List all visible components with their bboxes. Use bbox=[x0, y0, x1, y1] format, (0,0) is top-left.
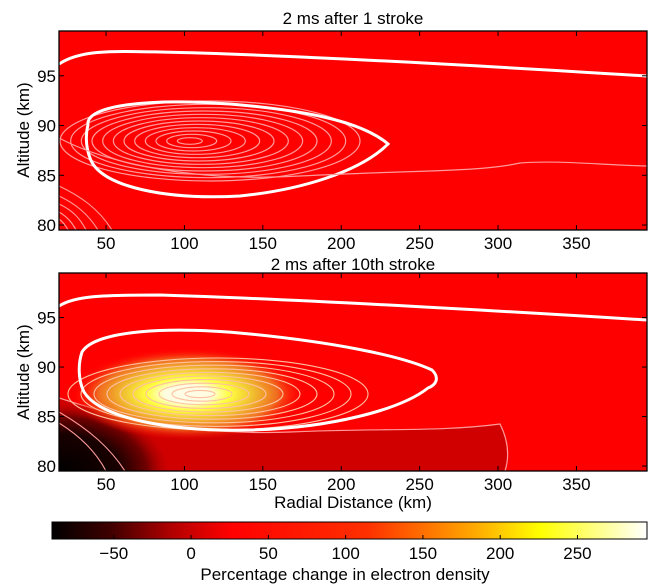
panel-1-corner-contours bbox=[59, 185, 113, 230]
panel-1-frame bbox=[58, 30, 648, 231]
contour-ring bbox=[80, 107, 332, 175]
contour-ring bbox=[184, 389, 216, 399]
x-tick-label: 350 bbox=[562, 475, 590, 494]
y-tick-label: 85 bbox=[37, 408, 56, 427]
contour-ring bbox=[132, 375, 284, 413]
panel-2-upper-thick-contour bbox=[59, 293, 647, 322]
y-tick-label: 80 bbox=[37, 216, 56, 235]
x-tick-label: 300 bbox=[484, 234, 512, 253]
contour-ring bbox=[119, 371, 301, 417]
panel-1-title: 2 ms after 1 stroke bbox=[283, 9, 424, 28]
y-tick-label: 80 bbox=[37, 457, 56, 476]
contour-ring bbox=[171, 386, 233, 402]
colorbar-tick-label: −50 bbox=[99, 544, 128, 563]
panel-1-y-axis-label: Altitude (km) bbox=[14, 82, 33, 177]
x-tick-label: 300 bbox=[484, 475, 512, 494]
contour-ring bbox=[166, 133, 218, 149]
contour-ring bbox=[176, 137, 203, 145]
x-tick-label: 150 bbox=[249, 234, 277, 253]
panel-1-lower-thin-contour bbox=[59, 137, 647, 178]
colorbar: −50 0 50 100 150 200 250 Percentage change in … bbox=[51, 521, 648, 584]
panel-1-upper-thick-contour bbox=[59, 49, 647, 78]
x-tick-label: 200 bbox=[327, 234, 355, 253]
colorbar-tick-label: 50 bbox=[259, 544, 278, 563]
x-tick-label: 100 bbox=[170, 475, 198, 494]
contour-ring bbox=[155, 130, 232, 152]
panel-1-thick-closed-contour bbox=[84, 100, 391, 199]
x-tick-label: 150 bbox=[249, 475, 277, 494]
colorbar-tick-label: 0 bbox=[186, 544, 195, 563]
colorbar-tick-label: 250 bbox=[563, 544, 591, 563]
panel-1-x-axis: 50 100 150 200 250 300 350 bbox=[97, 31, 591, 253]
contour-ring bbox=[158, 382, 250, 406]
panel-1-contour-rings bbox=[59, 100, 361, 182]
panel-2: 2 ms after 10th stroke 50 100 150 200 250 300… bbox=[14, 255, 648, 512]
panel-2-y-axis: 80 85 90 95 bbox=[37, 309, 647, 476]
contour-ring bbox=[134, 123, 261, 159]
x-tick-label: 50 bbox=[97, 234, 116, 253]
panel-2-title: 2 ms after 10th stroke bbox=[271, 255, 435, 274]
x-tick-label: 250 bbox=[405, 475, 433, 494]
contour-ring bbox=[145, 379, 267, 409]
contour-ring bbox=[123, 120, 275, 162]
contour-ring bbox=[80, 361, 352, 427]
contour-ring bbox=[112, 117, 289, 165]
x-tick-label: 50 bbox=[97, 475, 116, 494]
panel-2-x-axis: 50 100 150 200 250 300 350 bbox=[97, 273, 591, 494]
y-tick-label: 90 bbox=[37, 358, 56, 377]
panel-2-y-axis-label: Altitude (km) bbox=[14, 324, 33, 419]
contour-ring bbox=[70, 103, 347, 179]
colorbar-tick-label: 200 bbox=[486, 544, 514, 563]
contour-ring bbox=[102, 113, 304, 169]
panel-2-corner-contours bbox=[59, 411, 126, 471]
panel-1-heatmap-background bbox=[59, 31, 647, 230]
contour-ring bbox=[59, 100, 361, 182]
panel-2-frame bbox=[58, 272, 648, 472]
panel-2-thick-closed-contour bbox=[77, 328, 438, 432]
colorbar-label: Percentage change in electron density bbox=[200, 565, 490, 584]
x-tick-label: 200 bbox=[327, 475, 355, 494]
contour-ring bbox=[91, 110, 318, 172]
x-tick-label: 350 bbox=[562, 234, 590, 253]
contour-ring bbox=[106, 368, 318, 420]
panel-2-x-axis-label: Radial Distance (km) bbox=[274, 493, 432, 512]
y-tick-label: 95 bbox=[37, 67, 56, 86]
panel-1: 2 ms after 1 stroke 50 100 150 200 250 300 350… bbox=[14, 9, 648, 253]
colorbar-ticks: −50 0 50 100 150 200 250 bbox=[99, 535, 592, 563]
y-tick-label: 90 bbox=[37, 117, 56, 136]
colorbar-tick-label: 150 bbox=[409, 544, 437, 563]
x-tick-label: 100 bbox=[170, 234, 198, 253]
colorbar-tick-label: 100 bbox=[331, 544, 359, 563]
x-tick-label: 250 bbox=[405, 234, 433, 253]
y-tick-label: 95 bbox=[37, 309, 56, 328]
colorbar-gradient bbox=[51, 521, 648, 540]
y-tick-label: 85 bbox=[37, 166, 56, 185]
panel-1-y-axis: 80 85 90 95 bbox=[37, 67, 647, 235]
contour-ring bbox=[93, 364, 335, 424]
panel-2-depletion-region bbox=[59, 398, 508, 471]
contour-ring bbox=[144, 127, 246, 155]
